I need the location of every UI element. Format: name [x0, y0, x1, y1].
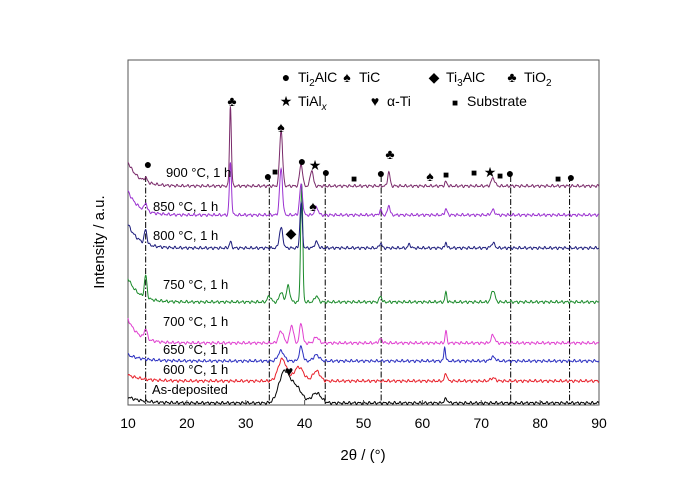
legend-label-6: Substrate [467, 93, 527, 109]
y-axis-title: Intensity / a.u. [91, 195, 108, 288]
phase-marker-11: ♠ [426, 168, 434, 184]
series-label-1: 600 °C, 1 h [163, 362, 228, 377]
legend-name-6: Substrate [467, 93, 527, 109]
x-tick-label-90: 90 [591, 415, 607, 431]
legend-symbol-4: ★ [280, 93, 293, 109]
x-axis-ticks: 10 20 30 40 50 60 70 80 90 [120, 400, 607, 431]
legend-rest-2: AlC [463, 69, 486, 85]
phase-markers: ●♣● ■♠● ★ ● ■ ●♣♠ ■ ■ ★ ■ ● ■ ●♠◆♥ [144, 93, 575, 379]
legend-rest-0: AlC [315, 69, 338, 85]
phase-marker-20: ◆ [286, 225, 297, 241]
legend-name-3: TiO [524, 69, 546, 85]
series-label-0: As-deposited [152, 382, 228, 397]
series-line-6 [127, 162, 600, 218]
phase-marker-15: ■ [497, 171, 503, 182]
legend-name-0: Ti [298, 69, 309, 85]
phase-marker-4: ♠ [277, 119, 285, 135]
legend: ● Ti2AlC ♠ TiC ◆ Ti3AlC ♣ TiO2★ TiAlx ♥ α-Ti ■ Subst… [280, 69, 552, 113]
legend-name-4: TiAl [298, 93, 322, 109]
phase-marker-7: ● [322, 164, 330, 180]
legend-sub-0: 2 [309, 78, 315, 89]
trace-labels: As-deposited 600 °C, 1 h 650 °C, 1 h 700 °C… [152, 165, 231, 397]
x-tick-label-60: 60 [415, 415, 431, 431]
legend-name-5: α-Ti [387, 93, 411, 109]
phase-marker-13: ■ [471, 168, 477, 179]
series-line-4 [127, 184, 600, 305]
phase-marker-18: ● [567, 169, 575, 185]
x-axis-title: 2θ / (°) [340, 447, 385, 464]
legend-symbol-2: ◆ [429, 69, 440, 85]
series-label-4: 750 °C, 1 h [163, 277, 228, 292]
series-label-6: 850 °C, 1 h [153, 199, 218, 214]
x-tick-label-70: 70 [473, 415, 489, 431]
series-line-1 [127, 357, 600, 384]
phase-marker-16: ● [506, 165, 514, 181]
legend-sub-2: 3 [457, 78, 463, 89]
phase-marker-19: ♠ [309, 198, 317, 214]
phase-marker-6: ★ [309, 157, 322, 173]
series-label-7: 900 °C, 1 h [166, 165, 231, 180]
legend-name-1: TiC [359, 69, 380, 85]
phase-marker-3: ■ [272, 167, 278, 178]
legend-symbol-1: ♠ [343, 69, 351, 85]
legend-symbol-6: ■ [452, 98, 458, 109]
legend-label-1: TiC [359, 69, 380, 85]
series-label-2: 650 °C, 1 h [163, 342, 228, 357]
x-tick-label-20: 20 [179, 415, 195, 431]
legend-sub-4: x [321, 102, 328, 113]
series-line-3 [127, 317, 600, 346]
series-line-2 [127, 345, 600, 364]
phase-marker-2: ● [264, 168, 272, 184]
phase-marker-12: ■ [443, 170, 449, 181]
series-line-7 [127, 106, 600, 189]
legend-name-2: Ti [446, 69, 457, 85]
phase-marker-10: ♣ [385, 146, 394, 162]
legend-symbol-3: ♣ [507, 69, 516, 85]
phase-marker-8: ■ [351, 174, 357, 185]
x-tick-label-40: 40 [297, 415, 313, 431]
legend-label-0: Ti2AlC [298, 69, 337, 89]
series-label-3: 700 °C, 1 h [163, 314, 228, 329]
legend-label-5: α-Ti [387, 93, 411, 109]
series-label-5: 800 °C, 1 h [153, 228, 218, 243]
legend-symbol-0: ● [282, 69, 290, 85]
phase-marker-1: ♣ [227, 93, 236, 109]
legend-sub-3: 2 [546, 78, 552, 89]
legend-label-2: Ti3AlC [446, 69, 485, 89]
x-tick-label-80: 80 [532, 415, 548, 431]
phase-marker-9: ● [377, 165, 385, 181]
legend-label-3: TiO2 [524, 69, 552, 89]
phase-marker-14: ★ [484, 164, 497, 180]
x-tick-label-30: 30 [238, 415, 254, 431]
phase-marker-21: ♥ [285, 363, 293, 379]
phase-marker-0: ● [144, 156, 152, 172]
legend-label-4: TiAlx [298, 93, 328, 113]
x-tick-label-50: 50 [356, 415, 372, 431]
xrd-traces [127, 106, 600, 406]
phase-marker-5: ● [298, 153, 306, 169]
series-line-5 [127, 200, 599, 251]
phase-marker-17: ■ [555, 174, 561, 185]
x-tick-label-10: 10 [120, 415, 136, 431]
legend-symbol-5: ♥ [371, 93, 379, 109]
